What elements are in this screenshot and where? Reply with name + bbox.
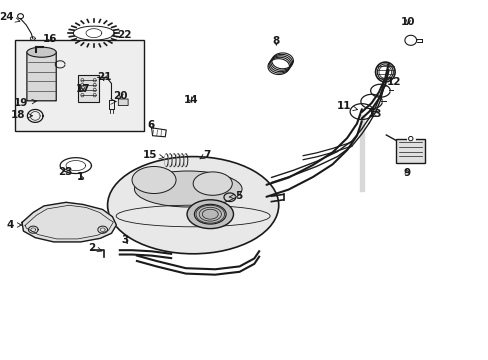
FancyBboxPatch shape xyxy=(118,99,128,105)
Text: 21: 21 xyxy=(97,72,111,82)
Ellipse shape xyxy=(134,171,242,207)
Ellipse shape xyxy=(193,172,232,195)
Polygon shape xyxy=(22,202,116,242)
Ellipse shape xyxy=(27,47,56,57)
Text: 11: 11 xyxy=(336,101,357,111)
Text: 23: 23 xyxy=(58,167,72,177)
Text: 4: 4 xyxy=(6,220,21,230)
Ellipse shape xyxy=(107,157,278,254)
Text: 9: 9 xyxy=(403,168,410,178)
Text: 22: 22 xyxy=(112,30,132,40)
Text: 20: 20 xyxy=(113,91,128,102)
Text: 16: 16 xyxy=(43,34,58,44)
Ellipse shape xyxy=(132,166,176,194)
Text: 3: 3 xyxy=(121,235,128,246)
Text: 10: 10 xyxy=(400,17,415,27)
Ellipse shape xyxy=(194,204,226,224)
Text: 8: 8 xyxy=(272,36,280,46)
FancyBboxPatch shape xyxy=(78,75,99,102)
Text: 18: 18 xyxy=(11,110,32,120)
Text: 7: 7 xyxy=(200,150,210,160)
Text: 1: 1 xyxy=(77,172,84,182)
FancyBboxPatch shape xyxy=(27,52,56,101)
Text: 2: 2 xyxy=(88,243,102,253)
Text: 12: 12 xyxy=(381,77,401,87)
Ellipse shape xyxy=(187,200,233,229)
Text: 5: 5 xyxy=(229,191,242,201)
FancyBboxPatch shape xyxy=(395,139,425,163)
Text: 6: 6 xyxy=(147,120,155,130)
Text: 19: 19 xyxy=(14,98,36,108)
Text: 14: 14 xyxy=(183,95,198,105)
Text: 17: 17 xyxy=(76,84,90,94)
Text: 24: 24 xyxy=(0,12,20,22)
FancyBboxPatch shape xyxy=(15,40,144,131)
Text: 15: 15 xyxy=(142,150,163,160)
Text: 13: 13 xyxy=(367,109,382,120)
